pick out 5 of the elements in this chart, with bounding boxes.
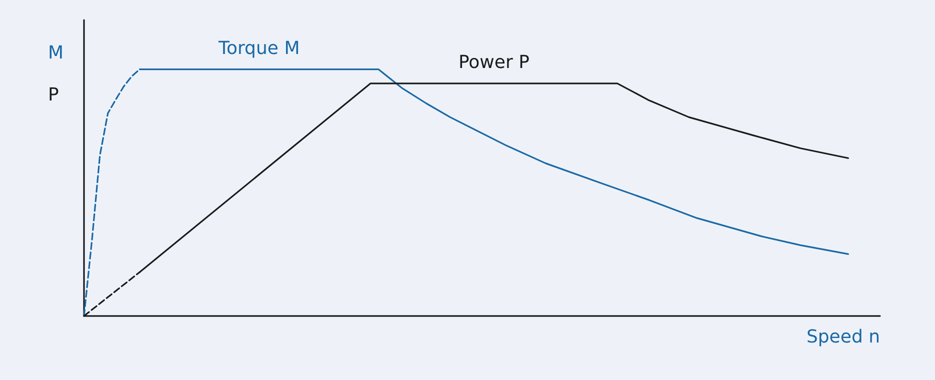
series-label: Power P bbox=[458, 52, 530, 73]
x-axis-title: Speed n bbox=[806, 326, 880, 348]
text: P bbox=[48, 84, 59, 106]
series-label: Torque M bbox=[218, 38, 300, 59]
text: M bbox=[48, 42, 64, 64]
